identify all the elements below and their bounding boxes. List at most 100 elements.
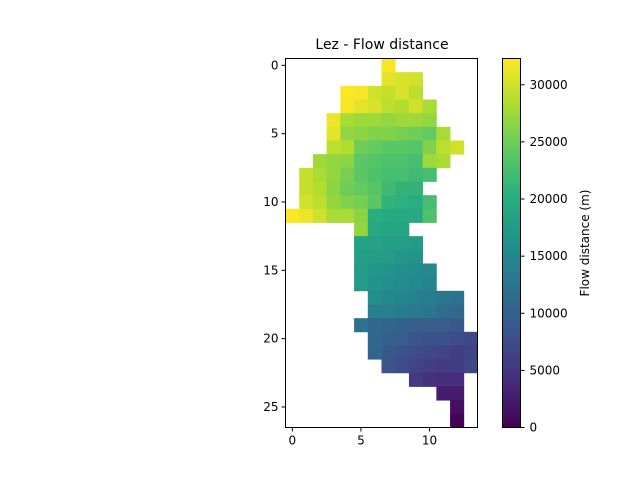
colorbar-tick-label: 0 (530, 421, 538, 435)
heatmap-cell (408, 236, 424, 251)
x-tick-label: 10 (422, 434, 437, 448)
heatmap-cell (422, 154, 437, 169)
heatmap-cell (408, 372, 424, 387)
heatmap-cell (436, 318, 451, 333)
heatmap-cell (381, 181, 396, 196)
heatmap-cell (354, 181, 369, 196)
heatmap-cell (422, 372, 437, 387)
colorbar-tick-label: 15000 (530, 249, 568, 263)
heatmap-cell (395, 126, 410, 141)
heatmap-cell (450, 140, 465, 155)
heatmap-cell (422, 290, 437, 305)
heatmap-cell (408, 277, 424, 292)
heatmap-cell (367, 249, 382, 264)
heatmap-cell (422, 318, 437, 333)
heatmap-cell (354, 154, 369, 169)
heatmap-cell (381, 304, 396, 319)
heatmap-cell (354, 113, 369, 128)
heatmap-cell (340, 140, 355, 155)
y-tick-label: 5 (271, 127, 279, 141)
heatmap-cell (367, 181, 382, 196)
heatmap-cell (326, 113, 341, 128)
heatmap-cell (367, 99, 382, 114)
colorbar-tick-label: 30000 (530, 78, 568, 92)
heatmap-cell (436, 140, 451, 155)
y-tick-label: 25 (263, 400, 278, 414)
heatmap-cell (367, 345, 382, 360)
heatmap-cell (367, 113, 382, 128)
heatmap-cell (436, 331, 451, 346)
heatmap-cell (395, 236, 410, 251)
colorbar-tick-label: 20000 (530, 192, 568, 206)
heatmap-cell (340, 195, 355, 210)
heatmap-cell (381, 140, 396, 155)
heatmap-cell (408, 195, 424, 210)
heatmap-cell (354, 99, 369, 114)
heatmap-cell (367, 222, 382, 237)
heatmap-cell (422, 195, 437, 210)
heatmap-cell (340, 85, 355, 100)
colorbar-axis: 0 5000 10000 15000 20000 25000 30000 (520, 78, 568, 435)
heatmap-cell (395, 208, 410, 223)
heatmap-cell (381, 99, 396, 114)
heatmap-cell (395, 140, 410, 155)
heatmap-cell (381, 208, 396, 223)
heatmap-cell (450, 386, 465, 401)
heatmap-cell (422, 263, 437, 278)
heatmap-cell (381, 85, 396, 100)
heatmap-cell (381, 290, 396, 305)
heatmap-cell (381, 195, 396, 210)
heatmap-cell (367, 195, 382, 210)
heatmap-cell (395, 359, 410, 374)
heatmap-cell (326, 140, 341, 155)
heatmap-cell (450, 318, 465, 333)
heatmap-cell (381, 236, 396, 251)
chart-title: Lez - Flow distance (315, 37, 448, 53)
heatmap-cells (285, 58, 478, 428)
x-tick-label: 5 (357, 434, 365, 448)
heatmap-cell (381, 345, 396, 360)
heatmap-cell (326, 167, 341, 182)
heatmap-cell (299, 195, 314, 210)
heatmap-cell (408, 167, 424, 182)
heatmap-cell (299, 167, 314, 182)
heatmap-cell (408, 208, 424, 223)
heatmap-cell (408, 249, 424, 264)
heatmap-cell (367, 167, 382, 182)
heatmap-cell (395, 277, 410, 292)
heatmap-cell (395, 345, 410, 360)
heatmap-cell (422, 126, 437, 141)
heatmap-cell (326, 126, 341, 141)
heatmap-cell (395, 181, 410, 196)
heatmap-cell (395, 85, 410, 100)
heatmap-cell (367, 331, 382, 346)
heatmap-cell (395, 290, 410, 305)
heatmap-cell (395, 304, 410, 319)
colorbar (502, 58, 521, 428)
heatmap-cell (408, 126, 424, 141)
heatmap-cell (354, 167, 369, 182)
heatmap-cell (340, 181, 355, 196)
heatmap-cell (354, 208, 369, 223)
heatmap-cell (326, 195, 341, 210)
heatmap-cell (381, 359, 396, 374)
heatmap-cell (367, 290, 382, 305)
heatmap-cell (326, 154, 341, 169)
heatmap-cell (367, 277, 382, 292)
heatmap-cell (395, 222, 410, 237)
heatmap-cell (395, 72, 410, 87)
heatmap-cell (436, 345, 451, 360)
heatmap-cell (450, 345, 465, 360)
heatmap-cell (340, 126, 355, 141)
heatmap-cell (436, 386, 451, 401)
heatmap-cell (422, 345, 437, 360)
heatmap-cell (422, 167, 437, 182)
colorbar-tick-label: 5000 (530, 363, 561, 377)
y-tick-label: 0 (271, 58, 279, 72)
heatmap-cell (408, 359, 424, 374)
heatmap-cell (450, 372, 465, 387)
heatmap-cell (408, 263, 424, 278)
heatmap-cell (450, 413, 465, 428)
heatmap-cell (463, 345, 478, 360)
heatmap-cell (312, 154, 328, 169)
